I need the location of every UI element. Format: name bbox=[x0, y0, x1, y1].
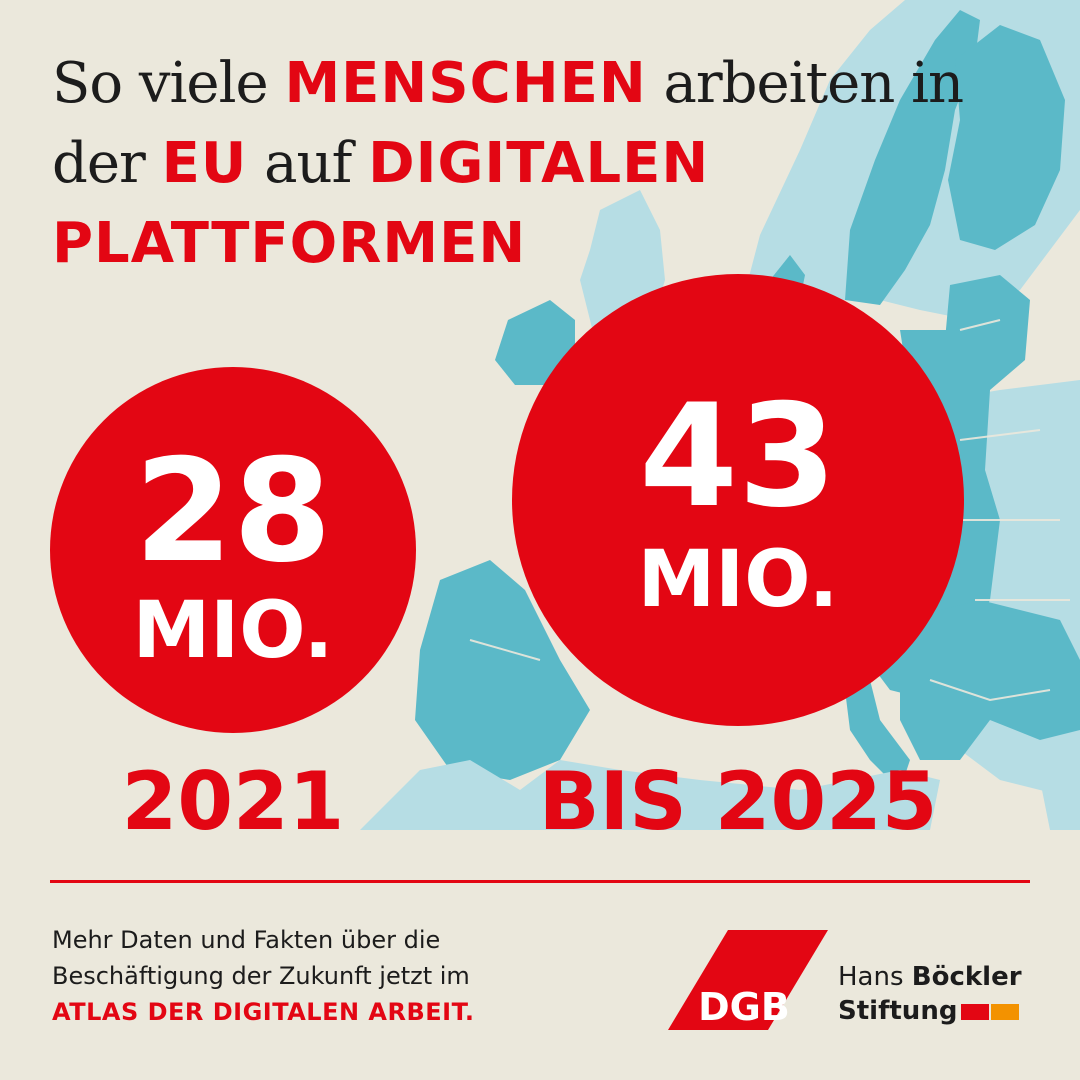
headline-menschen: MENSCHEN bbox=[284, 51, 647, 116]
headline: So viele MENSCHEN arbeiten in der EU auf… bbox=[52, 44, 1012, 284]
map-finland bbox=[948, 25, 1065, 250]
map-iberia bbox=[415, 560, 590, 780]
stat-value: 28 bbox=[134, 429, 332, 594]
headline-digitalen: DIGITALEN bbox=[368, 131, 710, 196]
map-ireland bbox=[495, 300, 575, 385]
stat-value: 43 bbox=[639, 374, 837, 539]
map-turkey bbox=[1040, 760, 1080, 830]
hbs-logo-text: Böckler bbox=[911, 962, 1022, 992]
map-italy bbox=[845, 680, 910, 790]
map-sweden bbox=[845, 10, 980, 305]
headline-text: arbeiten in der bbox=[52, 51, 964, 196]
headline-text: auf bbox=[264, 131, 352, 196]
dgb-logo-text: DGB bbox=[698, 985, 790, 1029]
footer-line: Beschäftigung der Zukunft jetzt im bbox=[52, 962, 470, 990]
hbs-orange-bar bbox=[991, 1003, 1020, 1020]
footer-text: Mehr Daten und Fakten über die Beschäfti… bbox=[52, 922, 474, 1030]
divider bbox=[50, 880, 1030, 883]
hbs-logo-text: Stiftung bbox=[838, 996, 958, 1026]
stat-year-label: BIS 2025 bbox=[538, 755, 938, 848]
hbs-red-bar bbox=[961, 1003, 990, 1020]
headline-plattformen: PLATTFORMEN bbox=[52, 211, 527, 276]
hans-boeckler-stiftung-logo[interactable]: Hans Böckler Stiftung bbox=[838, 960, 1022, 1028]
map-southeast-europe bbox=[900, 600, 1080, 760]
map-north-africa bbox=[360, 760, 940, 830]
stat-year-label: 2021 bbox=[121, 755, 345, 848]
atlas-link[interactable]: ATLAS DER DIGITALEN ARBEIT. bbox=[52, 998, 475, 1026]
dgb-logo-shape bbox=[668, 930, 828, 1030]
footer-line: Mehr Daten und Fakten über die bbox=[52, 926, 441, 954]
stat-bubble-2021: 28 MIO. bbox=[50, 367, 416, 733]
stat-unit: MIO. bbox=[132, 586, 334, 676]
stat-bubble-2025: 43 MIO. bbox=[512, 274, 964, 726]
headline-text: So viele bbox=[52, 51, 269, 116]
dgb-logo[interactable]: DGB bbox=[668, 930, 828, 1030]
stat-unit: MIO. bbox=[637, 535, 839, 625]
headline-eu: EU bbox=[161, 131, 248, 196]
hbs-logo-text: Hans bbox=[838, 962, 904, 992]
